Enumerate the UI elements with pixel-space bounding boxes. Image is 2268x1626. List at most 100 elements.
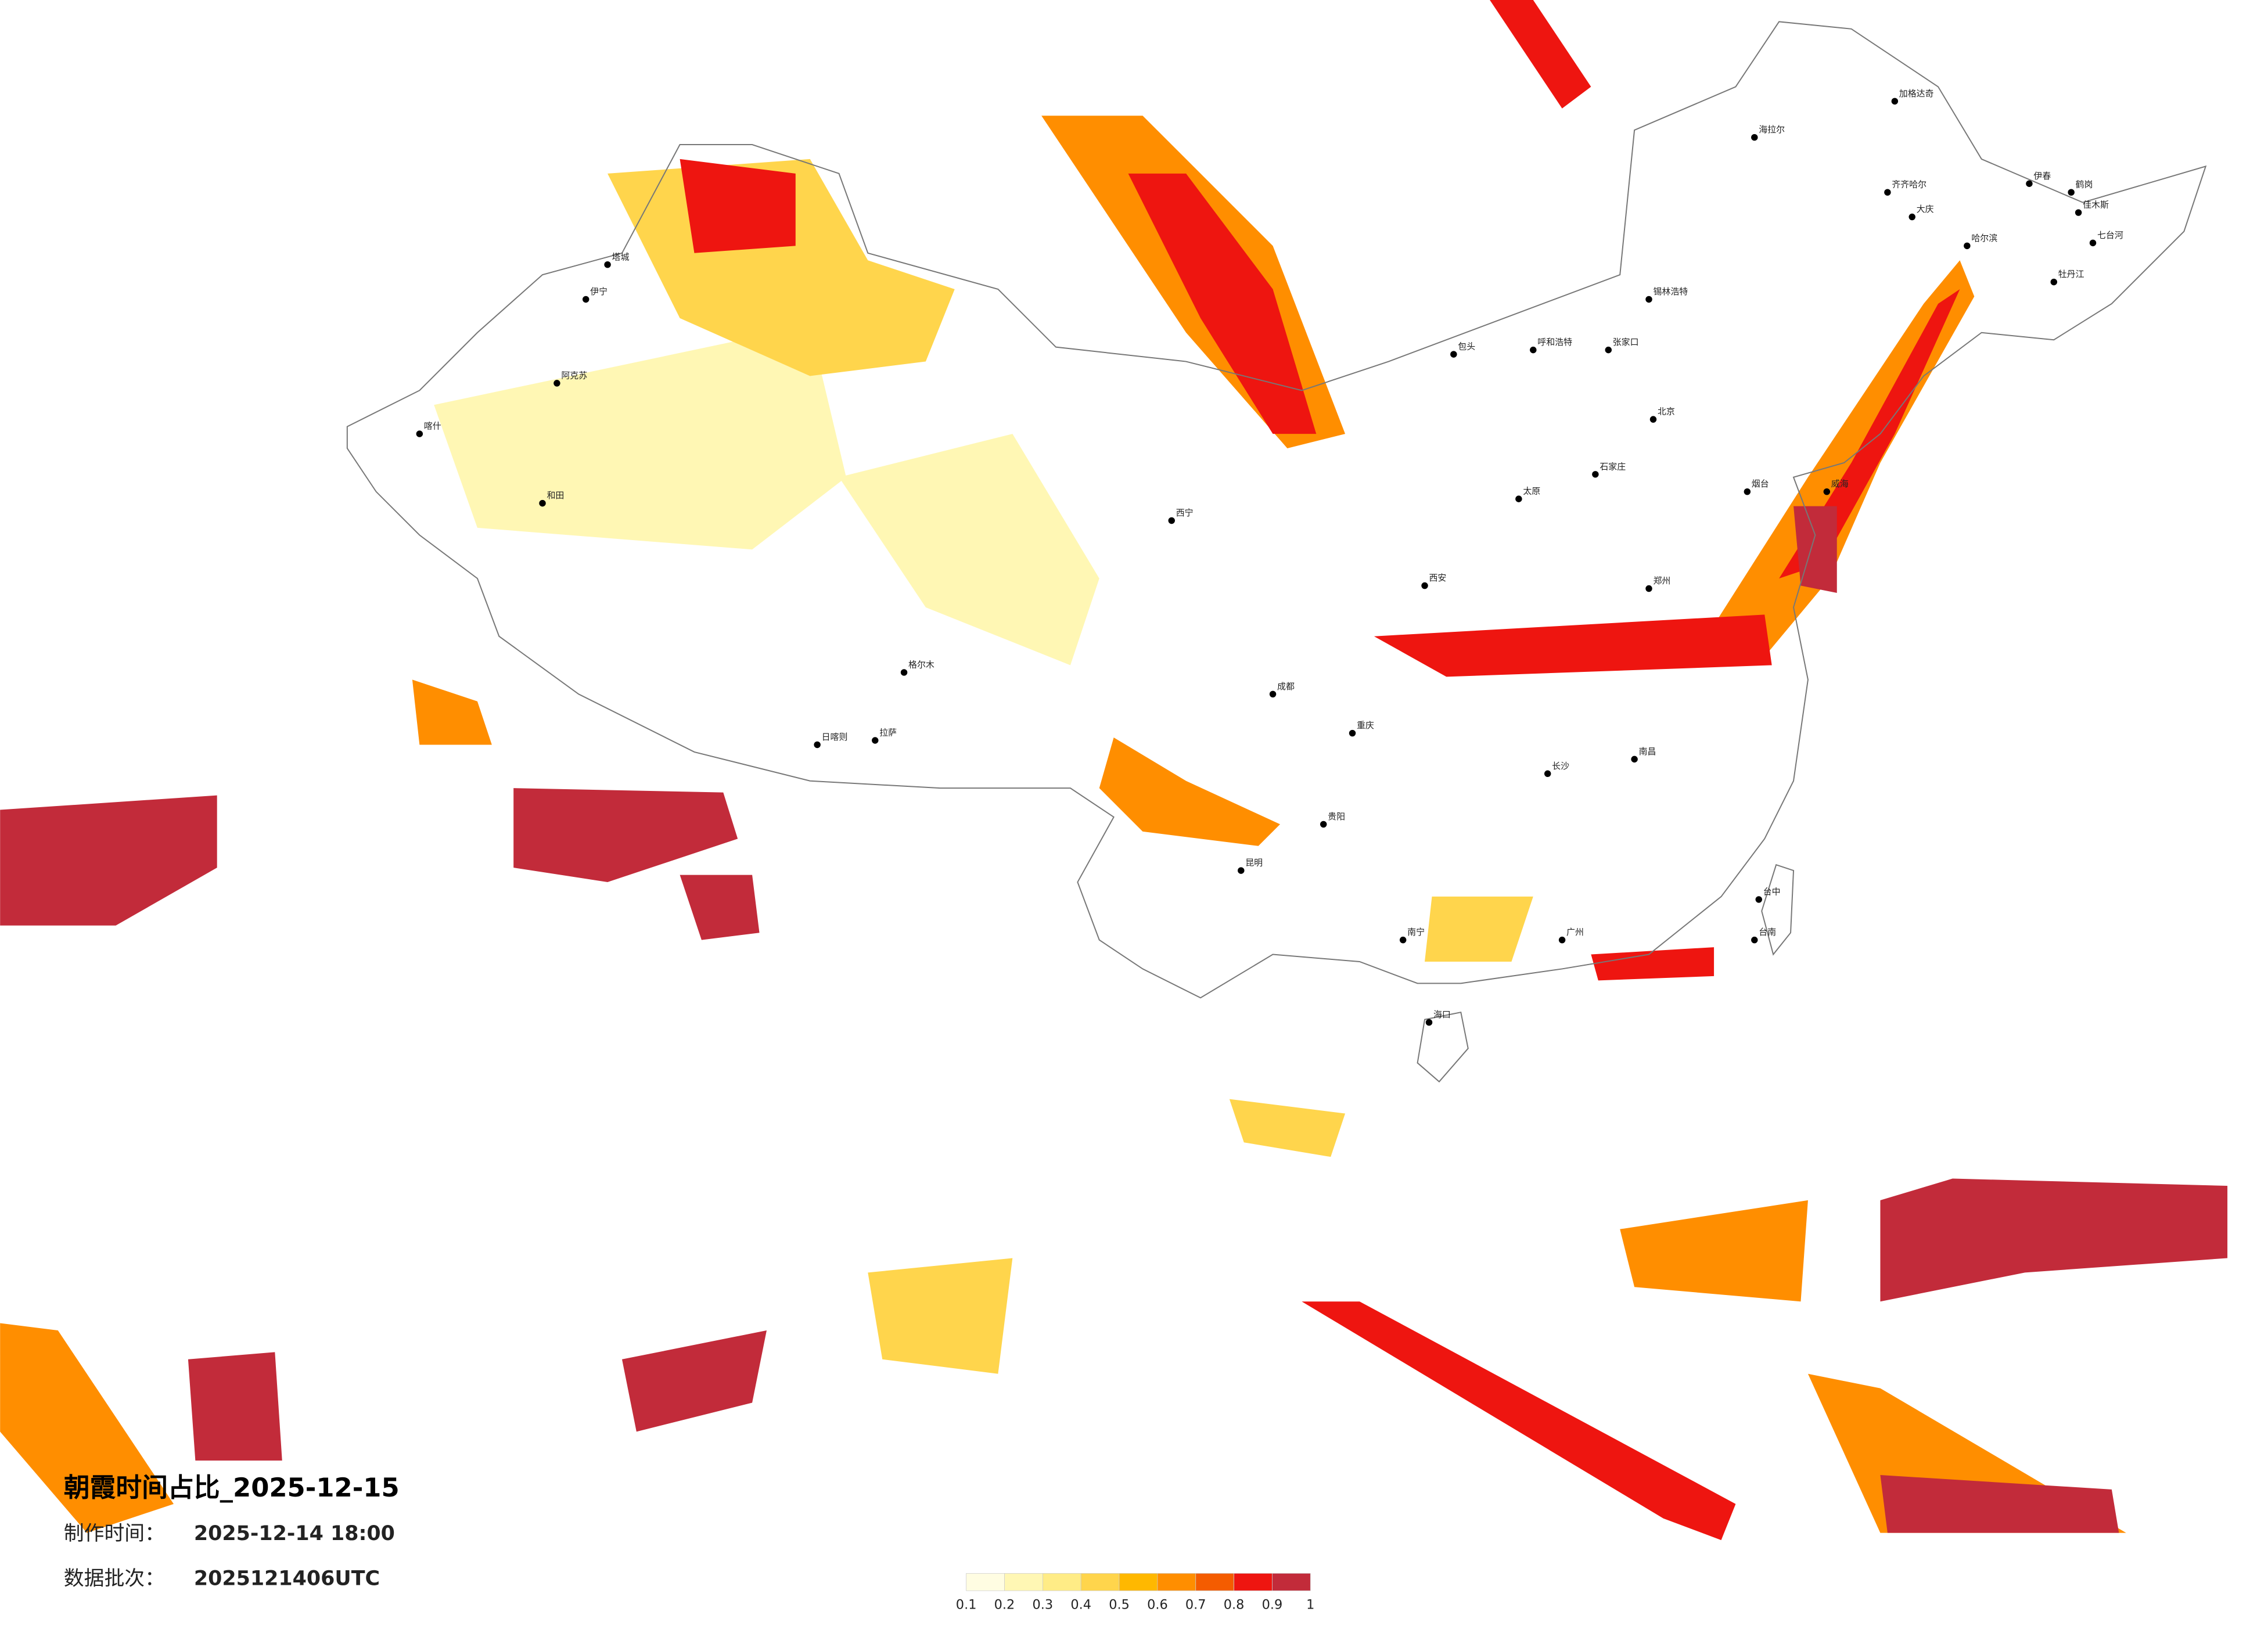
city-label: 格尔木 bbox=[908, 659, 934, 670]
city-dot bbox=[1964, 242, 1971, 250]
city-dot bbox=[1744, 488, 1751, 495]
city-dot bbox=[1751, 134, 1758, 141]
city-label: 太原 bbox=[1523, 486, 1540, 497]
field-blob bbox=[621, 1330, 767, 1432]
city-dot bbox=[1631, 756, 1638, 763]
legend-swatch bbox=[1195, 1573, 1234, 1591]
city-label: 伊宁 bbox=[590, 286, 608, 297]
city-label: 哈尔滨 bbox=[1971, 233, 1997, 243]
city-label: 锡林浩特 bbox=[1653, 286, 1688, 297]
city-label: 重庆 bbox=[1357, 720, 1374, 731]
field-blob bbox=[680, 159, 796, 253]
city-dot bbox=[1515, 495, 1522, 502]
city-dot bbox=[1823, 488, 1831, 495]
city-dot bbox=[2075, 209, 2082, 216]
city-label: 呼和浩特 bbox=[1537, 337, 1572, 347]
city-dot bbox=[1399, 936, 1407, 944]
city-dot bbox=[1238, 867, 1245, 874]
city-label: 威海 bbox=[1831, 479, 1849, 489]
city-dot bbox=[900, 669, 908, 676]
city-dot bbox=[604, 261, 611, 268]
city-dot bbox=[1269, 690, 1277, 698]
info-label: 数据批次： bbox=[64, 1567, 165, 1590]
legend-tick-label: 1 bbox=[1306, 1598, 1314, 1613]
country-border bbox=[346, 21, 2207, 999]
border bbox=[346, 21, 2207, 1083]
field-blob bbox=[1374, 614, 1772, 677]
city-label: 张家口 bbox=[1613, 337, 1639, 347]
city-label: 烟台 bbox=[1752, 479, 1769, 489]
city-label: 鹤岗 bbox=[2076, 179, 2093, 190]
city-label: 七台河 bbox=[2097, 230, 2123, 240]
city-dot bbox=[1884, 189, 1891, 196]
field-blob bbox=[680, 875, 760, 940]
legend-tick-label: 0.4 bbox=[1070, 1598, 1091, 1613]
field-blob bbox=[412, 679, 492, 745]
legend-swatch bbox=[966, 1573, 1005, 1591]
field-blob bbox=[1490, 0, 1591, 109]
legend-tick-label: 0.5 bbox=[1109, 1598, 1130, 1613]
city-label: 南宁 bbox=[1407, 927, 1425, 937]
city-label: 郑州 bbox=[1653, 575, 1670, 586]
field-blob bbox=[868, 1258, 1013, 1374]
field-blob bbox=[1099, 738, 1281, 846]
city-dot bbox=[1421, 582, 1428, 589]
city-label: 日喀则 bbox=[822, 732, 848, 742]
city-dot bbox=[2050, 278, 2058, 286]
info-value: 2025121406UTC bbox=[194, 1567, 380, 1590]
field-blob bbox=[513, 788, 738, 883]
island-border bbox=[1417, 1011, 1469, 1083]
field-blob bbox=[0, 1323, 174, 1533]
city-label: 拉萨 bbox=[879, 728, 897, 738]
legend-tick-label: 0.2 bbox=[994, 1598, 1015, 1613]
city-label: 佳木斯 bbox=[2083, 200, 2109, 210]
field-blob bbox=[434, 325, 846, 550]
city-label: 北京 bbox=[1658, 406, 1675, 417]
city-label: 西安 bbox=[1429, 573, 1447, 583]
legend-swatch bbox=[1080, 1573, 1120, 1591]
field-blob bbox=[188, 1352, 282, 1461]
city-label: 西宁 bbox=[1176, 508, 1194, 518]
legend-tick-label: 0.7 bbox=[1185, 1598, 1206, 1613]
city-dot bbox=[872, 737, 879, 744]
city-label: 贵阳 bbox=[1328, 811, 1345, 822]
city-label: 长沙 bbox=[1552, 761, 1569, 771]
city-label: 南昌 bbox=[1639, 746, 1656, 757]
city-dot bbox=[582, 296, 590, 303]
field-blob bbox=[1880, 1178, 2228, 1302]
city-dot bbox=[1349, 729, 1356, 737]
city-label: 海口 bbox=[1433, 1009, 1451, 1020]
legend-swatch bbox=[1042, 1573, 1081, 1591]
city-dot bbox=[2089, 239, 2097, 247]
city-label: 伊春 bbox=[2033, 171, 2051, 181]
city-dot bbox=[1168, 517, 1175, 524]
legend: 0.1 0.2 0.3 0.4 0.5 0.6 0.7 0.8 0.9 1 bbox=[956, 1573, 1314, 1613]
ratio-field bbox=[0, 0, 2228, 1541]
city-dot bbox=[1450, 351, 1457, 358]
field-blob bbox=[839, 434, 1099, 665]
city-dot bbox=[1645, 296, 1652, 303]
city-dot bbox=[1891, 98, 1899, 105]
city-dot bbox=[2026, 180, 2033, 187]
city-dot bbox=[1751, 936, 1758, 944]
city-dot bbox=[1544, 770, 1551, 777]
city-dot bbox=[814, 741, 821, 749]
city-label: 包头 bbox=[1458, 341, 1475, 352]
info-value: 2025-12-14 18:00 bbox=[194, 1522, 395, 1545]
legend-swatch bbox=[1272, 1573, 1311, 1591]
field-blob bbox=[1591, 947, 1715, 981]
city-label: 石家庄 bbox=[1600, 461, 1626, 472]
legend-swatch bbox=[1157, 1573, 1196, 1591]
city-dot bbox=[1908, 213, 1915, 221]
legend-tick-label: 0.9 bbox=[1262, 1598, 1283, 1613]
field-blob bbox=[1880, 1475, 2119, 1533]
info-block: 制作时间： 2025-12-14 18:00 数据批次： 2025121406UTC bbox=[64, 1522, 395, 1590]
city-label: 加格达奇 bbox=[1899, 88, 1934, 99]
info-label: 制作时间： bbox=[64, 1522, 165, 1545]
city-label: 喀什 bbox=[424, 421, 441, 431]
city-label: 大庆 bbox=[1917, 204, 1934, 214]
legend-swatch bbox=[1119, 1573, 1158, 1591]
city-dot bbox=[416, 430, 423, 437]
